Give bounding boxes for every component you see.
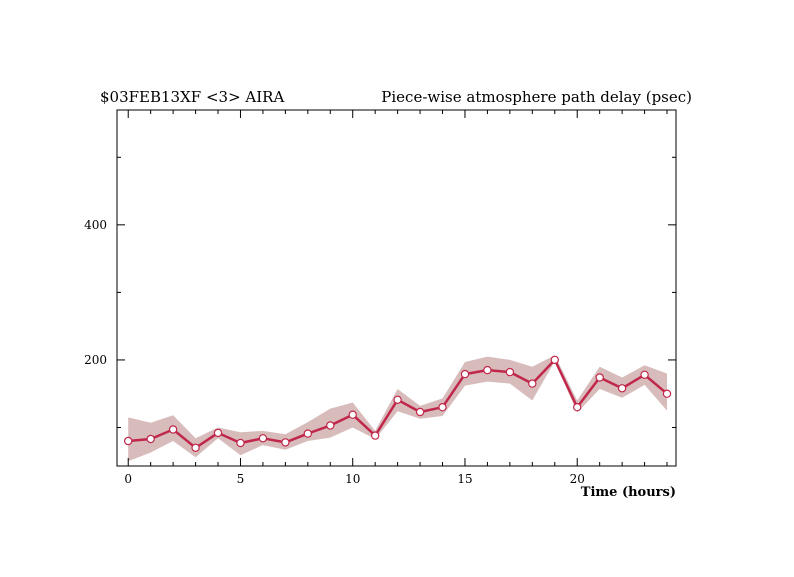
data-point xyxy=(640,370,649,379)
data-point xyxy=(438,403,447,412)
uncertainty-band xyxy=(128,355,667,462)
y-tick-label: 400 xyxy=(84,218,107,232)
x-tick-label: 10 xyxy=(345,472,360,486)
y-tick-label: 200 xyxy=(84,353,107,367)
data-point xyxy=(236,438,245,448)
data-point xyxy=(415,407,425,417)
data-point xyxy=(528,379,537,388)
data-point xyxy=(191,443,200,452)
x-tick-label: 5 xyxy=(237,472,245,486)
data-point xyxy=(662,389,672,398)
data-point xyxy=(258,434,268,443)
data-point xyxy=(146,434,155,444)
data-point-layer xyxy=(123,355,672,452)
data-point xyxy=(393,395,402,404)
x-tick-label: 15 xyxy=(457,472,472,486)
data-point xyxy=(326,421,335,430)
data-point xyxy=(168,425,178,434)
data-point xyxy=(595,373,604,382)
data-point xyxy=(371,431,380,440)
data-point xyxy=(505,367,515,377)
x-tick-label: 0 xyxy=(124,472,132,486)
chart-title-right: Piece-wise atmosphere path delay (psec) xyxy=(381,88,692,106)
data-point xyxy=(483,365,492,375)
tick-layer: 0 5 10 15 20 200 400 xyxy=(84,110,676,486)
data-point xyxy=(617,384,627,393)
chart-title-left: $03FEB13XF <3> AIRA xyxy=(100,88,284,106)
data-point xyxy=(303,429,312,438)
data-point xyxy=(550,355,560,365)
data-point xyxy=(460,369,470,379)
data-point xyxy=(123,436,133,446)
x-tick-label: 20 xyxy=(570,472,585,486)
data-point xyxy=(281,438,290,447)
data-point xyxy=(213,428,223,438)
data-point xyxy=(348,410,357,419)
x-axis-label: Time (hours) xyxy=(581,485,676,500)
data-point xyxy=(573,403,582,412)
uncertainty-band-layer xyxy=(128,355,667,462)
plot-frame xyxy=(116,109,677,467)
